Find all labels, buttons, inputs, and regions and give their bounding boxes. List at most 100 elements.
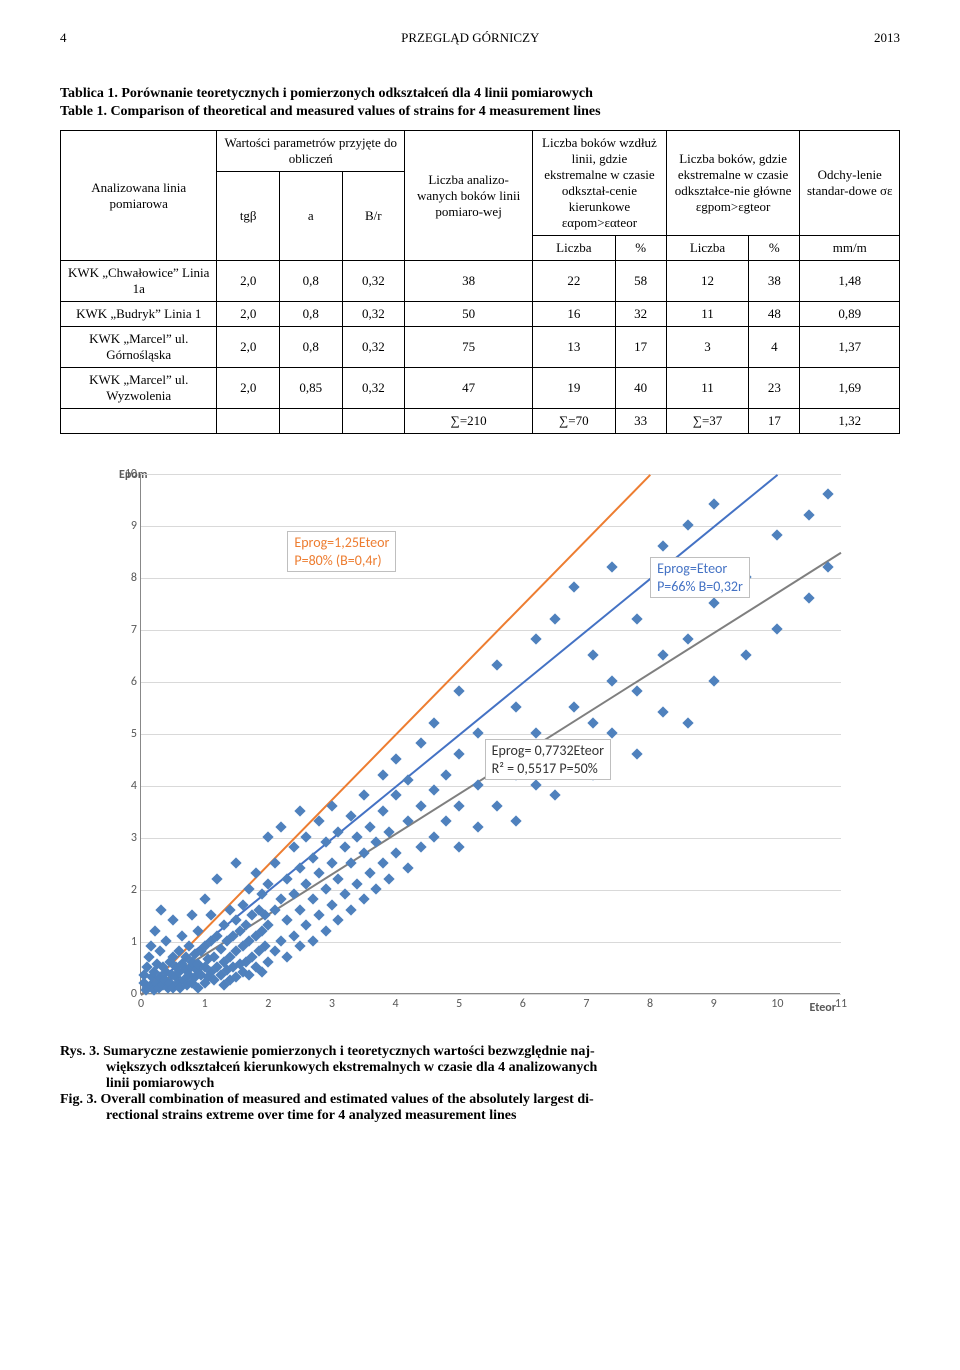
data-point — [275, 935, 286, 946]
x-axis-label: Eteor — [810, 1001, 836, 1015]
data-point — [358, 894, 369, 905]
data-point — [740, 649, 751, 660]
data-point — [307, 894, 318, 905]
th-br: B/r — [342, 172, 405, 261]
table-cell: 0,8 — [279, 327, 342, 368]
table-cell: 0,32 — [342, 302, 405, 327]
data-point — [390, 847, 401, 858]
table-title-pl: Tablica 1. Porównanie teoretycznych i po… — [60, 86, 900, 102]
table-cell: 47 — [405, 368, 533, 409]
data-point — [154, 946, 165, 957]
x-tick-label: 0 — [138, 997, 144, 1011]
data-point — [632, 613, 643, 624]
data-point — [314, 816, 325, 827]
y-tick-label: 7 — [113, 623, 137, 637]
data-point — [632, 748, 643, 759]
caption-text: rectional strains extreme over time for … — [106, 1108, 516, 1123]
data-point — [454, 842, 465, 853]
th-liczba: Liczba — [666, 236, 748, 261]
gridline — [141, 786, 841, 787]
chart-annotation: Eprog=EteorP=66% B=0,32r — [650, 557, 750, 598]
table-cell: 2,0 — [217, 327, 280, 368]
table-cell: 4 — [749, 327, 800, 368]
data-point — [587, 717, 598, 728]
data-point — [352, 878, 363, 889]
table-row: KWK „Chwałowice” Linia 1a2,00,80,3238225… — [61, 261, 900, 302]
data-point — [320, 925, 331, 936]
table-cell: 0,8 — [279, 261, 342, 302]
data-point — [294, 863, 305, 874]
data-point — [269, 857, 280, 868]
y-tick-label: 9 — [113, 519, 137, 533]
data-point — [384, 873, 395, 884]
data-point — [307, 935, 318, 946]
data-point — [294, 805, 305, 816]
th-ext-g: Liczba boków, gdzie ekstremalne w czasie… — [666, 131, 800, 236]
data-point — [473, 727, 484, 738]
data-point — [250, 868, 261, 879]
data-point — [657, 540, 668, 551]
data-point — [804, 592, 815, 603]
data-point — [314, 909, 325, 920]
x-tick-label: 4 — [392, 997, 398, 1011]
table-cell: KWK „Chwałowice” Linia 1a — [61, 261, 217, 302]
table-cell: 0,85 — [279, 368, 342, 409]
th-mmm: mm/m — [800, 236, 900, 261]
data-point — [403, 863, 414, 874]
gridline — [141, 682, 841, 683]
table-cell — [279, 409, 342, 434]
data-point — [587, 649, 598, 660]
data-point — [823, 488, 834, 499]
table-cell — [217, 409, 280, 434]
x-tick-label: 3 — [329, 997, 335, 1011]
data-point — [149, 925, 160, 936]
caption-text: Overall combination of measured and esti… — [100, 1092, 593, 1107]
data-point — [193, 925, 204, 936]
data-point — [454, 748, 465, 759]
data-point — [568, 701, 579, 712]
data-point — [632, 686, 643, 697]
data-point — [326, 899, 337, 910]
table-cell: 22 — [533, 261, 615, 302]
table-cell: 2,0 — [217, 261, 280, 302]
caption-text: większych odkształceń kierunkowych ekstr… — [106, 1060, 597, 1075]
data-point — [772, 623, 783, 634]
caption-text: Sumaryczne zestawienie pomierzonych i te… — [103, 1044, 595, 1059]
table-row: KWK „Budryk” Linia 12,00,80,325016321148… — [61, 302, 900, 327]
data-point — [307, 852, 318, 863]
gridline — [141, 474, 841, 475]
data-point — [156, 904, 167, 915]
data-point — [263, 831, 274, 842]
table-cell: 1,37 — [800, 327, 900, 368]
th-line: Analizowana linia pomiarowa — [61, 131, 217, 261]
data-point — [143, 951, 154, 962]
data-point — [326, 857, 337, 868]
table-cell: 32 — [615, 302, 666, 327]
data-point — [333, 873, 344, 884]
table-cell: 0,8 — [279, 302, 342, 327]
y-tick-label: 3 — [113, 831, 137, 845]
th-ext-t: Liczba boków wzdłuż linii, gdzie ekstrem… — [533, 131, 667, 236]
data-point — [657, 707, 668, 718]
y-tick-label: 1 — [113, 935, 137, 949]
data-point — [333, 915, 344, 926]
data-point — [606, 561, 617, 572]
table-cell: KWK „Marcel” ul. Górnośląska — [61, 327, 217, 368]
table-cell: ∑=37 — [666, 409, 748, 434]
y-tick-label: 0 — [113, 987, 137, 1001]
table-cell: 75 — [405, 327, 533, 368]
data-point — [275, 821, 286, 832]
table-titles: Tablica 1. Porównanie teoretycznych i po… — [60, 86, 900, 120]
data-point — [231, 857, 242, 868]
data-point — [568, 582, 579, 593]
table-row: KWK „Marcel” ul. Górnośląska2,00,80,3275… — [61, 327, 900, 368]
data-point — [441, 816, 452, 827]
data-point — [530, 727, 541, 738]
th-sd: Odchy-lenie standar-dowe σε — [800, 131, 900, 236]
x-tick-label: 7 — [583, 997, 589, 1011]
table-cell: 1,69 — [800, 368, 900, 409]
data-point — [511, 816, 522, 827]
table-cell: 3 — [666, 327, 748, 368]
data-point — [161, 935, 172, 946]
data-point — [804, 509, 815, 520]
